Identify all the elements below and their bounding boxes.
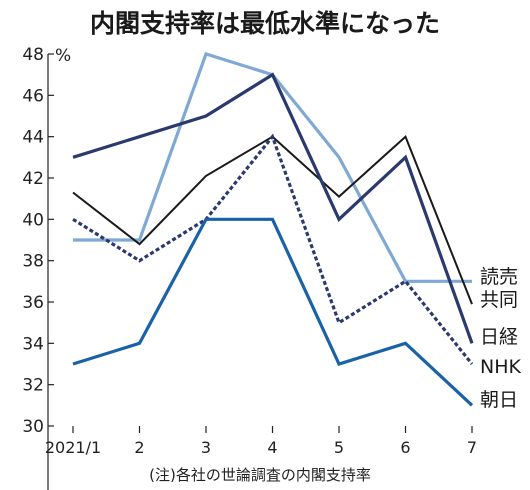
- y-tick-label: 34: [22, 334, 44, 354]
- x-axis-ticks: 2021/1 2 3 4 5 6 7: [45, 426, 477, 457]
- series-line-4: [72, 217, 474, 407]
- y-tick-label: 44: [22, 128, 44, 148]
- series-label-2: 日経: [480, 326, 518, 348]
- x-tick-label: 7: [467, 438, 477, 457]
- series-line-2: [72, 72, 474, 344]
- series-label-4: 朝日: [480, 389, 518, 411]
- x-tick-label: 4: [267, 438, 277, 457]
- y-tick-label: 32: [22, 376, 44, 396]
- series-lines: [72, 52, 474, 407]
- chart-note: (注)各社の世論調査の内閣支持率: [149, 466, 371, 484]
- y-tick-label: 46: [22, 86, 44, 106]
- y-axis-ticks: 30 32 34 36 38 40 42 44 46 48: [22, 45, 54, 437]
- series-label-1: 共同: [480, 289, 518, 311]
- y-tick-label: 48: [22, 45, 44, 65]
- x-tick-label: 3: [201, 438, 211, 457]
- series-label-0: 読売: [480, 266, 518, 288]
- y-tick-label: 38: [22, 252, 44, 272]
- x-tick-label: 5: [334, 438, 344, 457]
- y-unit-label: %: [55, 46, 71, 66]
- x-tick-label: 2: [134, 438, 144, 457]
- y-tick-label: 36: [22, 293, 44, 313]
- y-tick-label: 30: [22, 417, 44, 437]
- x-tick-label: 2021/1: [45, 438, 101, 457]
- series-label-3: NHK: [480, 356, 522, 378]
- y-tick-label: 42: [22, 169, 44, 189]
- series-line-0: [73, 52, 472, 283]
- series-line-3: [72, 133, 474, 366]
- y-tick-label: 40: [22, 210, 44, 230]
- chart-title: 内閣支持率は最低水準になった: [90, 9, 440, 38]
- x-tick-label: 6: [400, 438, 410, 457]
